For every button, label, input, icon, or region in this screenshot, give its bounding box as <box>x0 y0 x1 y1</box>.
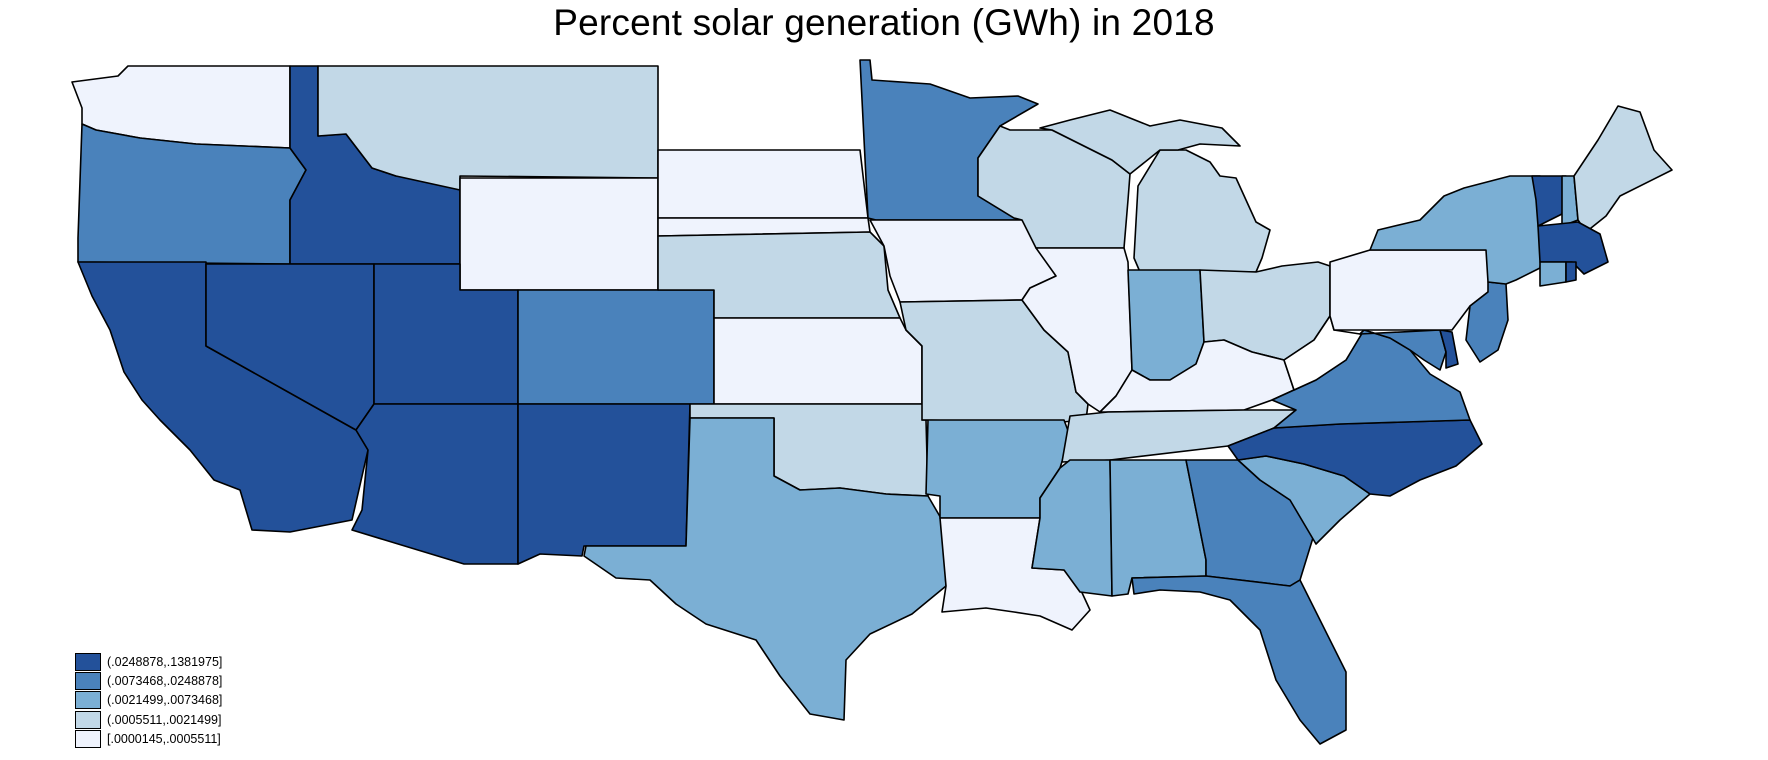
legend-item: (.0073468,.0248878] <box>75 671 223 691</box>
legend-swatch <box>75 652 101 671</box>
state-CO <box>517 289 715 405</box>
state-WY <box>459 177 659 291</box>
state-CT <box>1539 261 1567 287</box>
legend-label: (.0248878,.1381975] <box>107 654 223 669</box>
state-VT <box>1531 175 1567 227</box>
state-MS <box>1031 459 1113 597</box>
state-FL <box>1131 575 1347 745</box>
legend-swatch <box>75 730 101 749</box>
state-ND <box>657 149 869 219</box>
state-IN <box>1127 269 1205 381</box>
state-MI-upper <box>1039 109 1241 175</box>
map-title: Percent solar generation (GWh) in 2018 <box>553 2 1215 43</box>
state-NJ <box>1465 281 1509 363</box>
legend-item: (.0248878,.1381975] <box>75 652 222 671</box>
legend-swatch <box>75 710 101 729</box>
state-KY <box>1099 339 1295 413</box>
legend-swatch <box>75 672 101 691</box>
state-MT <box>317 65 659 191</box>
legend-item: (.0021499,.0073468] <box>75 691 222 710</box>
legend-item: [.0000145,.0005511] <box>75 730 222 749</box>
state-NM <box>517 403 691 565</box>
state-MI <box>1133 149 1271 273</box>
state-ME <box>1573 105 1673 233</box>
state-TX <box>583 417 947 721</box>
map-legend: (.0248878,.1381975] (.0073468,.0248878] … <box>75 652 222 749</box>
legend-label: (.0021499,.0073468] <box>107 693 223 708</box>
legend-label: (.0073468,.0248878] <box>107 674 223 689</box>
legend-item: (.0005511,.0021499] <box>75 710 222 729</box>
state-WI <box>977 125 1131 249</box>
state-DE <box>1439 329 1459 369</box>
legend-label: [.0000145,.0005511] <box>107 732 221 747</box>
legend-swatch <box>75 691 101 710</box>
state-AZ <box>351 403 519 565</box>
state-KS <box>713 317 923 405</box>
state-RI <box>1565 261 1577 283</box>
legend-label: (.0005511,.0021499] <box>107 712 222 727</box>
